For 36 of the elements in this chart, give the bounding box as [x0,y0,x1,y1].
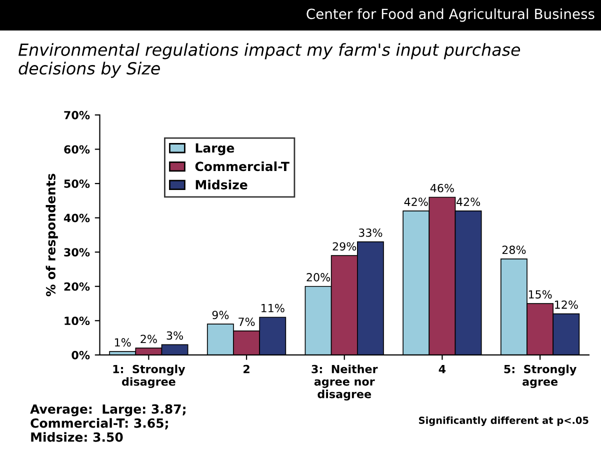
y-tick-label: 0% [72,350,90,360]
x-tick-label: 3: Neither agree nor disagree [312,364,378,400]
data-label: 28% [502,246,526,254]
text: Significantly different at p<.05 [419,416,588,426]
data-label: 20% [306,273,330,282]
data-label: 33% [358,228,382,237]
legend-label: Midsize [196,180,248,190]
y-tick-label: 60% [64,145,90,154]
data-label: 29% [332,242,356,251]
data-label: 42% [456,198,480,206]
data-label: 9% [212,310,229,320]
data-label: 1% [115,338,131,347]
y-tick-label: 70% [64,110,90,120]
text: Center for Food and Agricultural Business [306,8,594,22]
data-label: 15% [528,290,552,299]
data-label: 3% [166,331,183,340]
data-label: 11% [261,304,284,312]
y-tick-label: 40% [64,214,90,222]
y-tick-label: 10% [64,316,90,326]
y-axis-title: % of respondents [46,174,58,296]
x-tick-label: 4 [438,365,446,374]
y-tick-label: 30% [64,248,90,256]
chart-title: Environmental regulations impact my farm's input purchase decisions by Size [18,43,520,78]
x-tick-label: 1: Strongly disagree [113,364,186,388]
x-tick-label: 5: Strongly agree [504,364,576,388]
data-label: 46% [430,184,454,192]
text: Average: Large: 3.87; Commercial-T: 3.65; Midsize: 3.50 [30,404,186,442]
data-label: 2% [140,334,157,344]
data-label: 7% [238,318,255,326]
data-label: 12% [555,300,578,309]
legend-label: Large [196,143,234,156]
y-tick-label: 20% [64,282,90,291]
data-label: 42% [404,198,428,206]
x-tick-label: 2 [244,364,250,374]
legend-label: Commercial-T [195,161,290,172]
y-tick-label: 50% [64,180,90,188]
